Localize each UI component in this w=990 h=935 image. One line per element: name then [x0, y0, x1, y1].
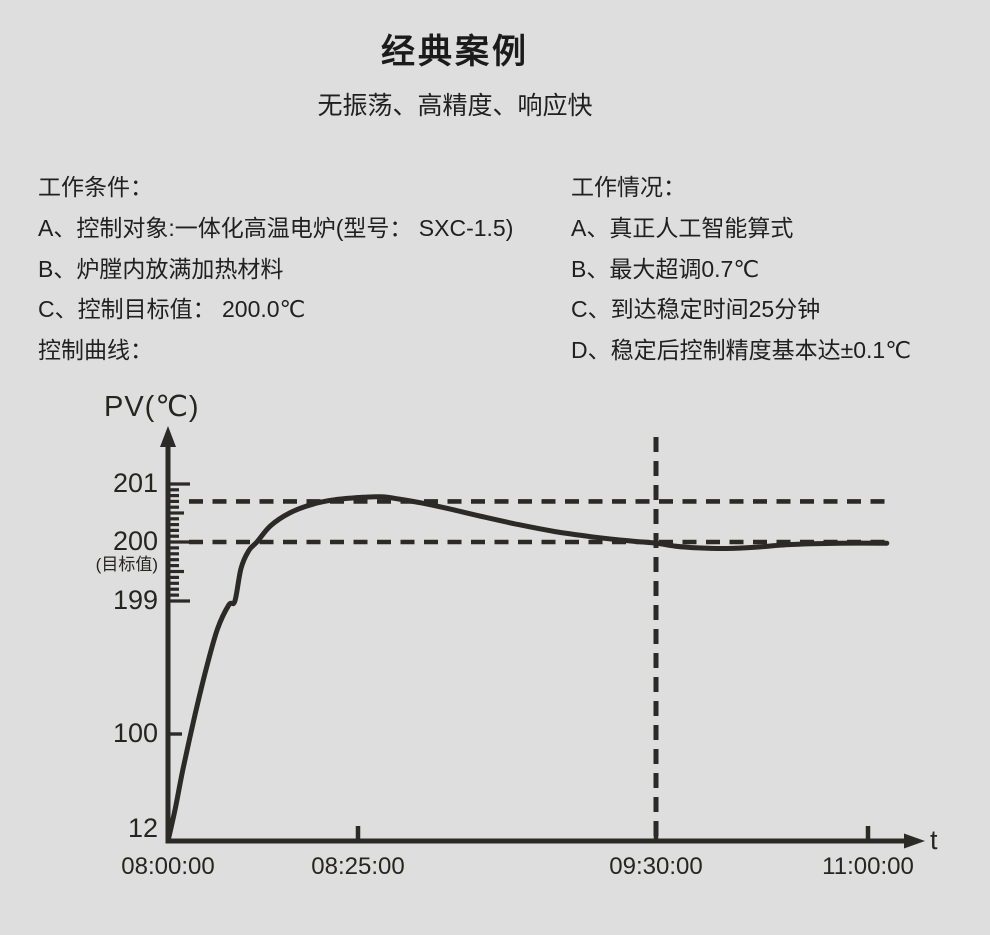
result-item-d: D、稳定后控制精度基本达±0.1℃: [571, 337, 912, 363]
x-tick-label-0930: 09:30:00: [609, 853, 703, 880]
x-axis-arrow: [904, 833, 925, 849]
x-tick-label-0825: 08:25:00: [311, 853, 405, 880]
x-tick-label-0800: 08:00:00: [121, 853, 215, 880]
y-tick-label-200: 200: [112, 526, 158, 556]
result-item-b: B、最大超调0.7℃: [571, 256, 760, 282]
y-tick-label-201: 201: [112, 468, 158, 498]
target-value-note: (目标值): [95, 555, 158, 574]
condition-item-a: A、控制对象:一体化高温电炉(型号： SXC-1.5): [38, 215, 514, 241]
result-item-c: C、到达稳定时间25分钟: [571, 296, 821, 322]
condition-item-b: B、炉膛内放满加热材料: [38, 256, 284, 282]
page-subtitle: 无振荡、高精度、响应快: [317, 92, 593, 120]
y-axis-title: PV(℃): [104, 391, 200, 423]
control-curve-label: 控制曲线：: [38, 337, 153, 363]
result-item-a: A、真正人工智能算式: [571, 215, 794, 241]
results-heading: 工作情况：: [571, 174, 686, 200]
conditions-heading: 工作条件：: [38, 174, 153, 200]
condition-item-c: C、控制目标值： 200.0℃: [38, 296, 306, 322]
page-title: 经典案例: [381, 33, 529, 71]
pv-curve: [165, 494, 890, 844]
y-tick-label-12: 12: [127, 813, 158, 843]
x-tick-label-1100: 11:00:00: [822, 853, 914, 880]
x-axis-title: t: [930, 825, 938, 855]
y-tick-label-100: 100: [112, 718, 158, 748]
y-tick-label-199: 199: [112, 585, 158, 615]
y-axis-arrow: [160, 426, 176, 447]
